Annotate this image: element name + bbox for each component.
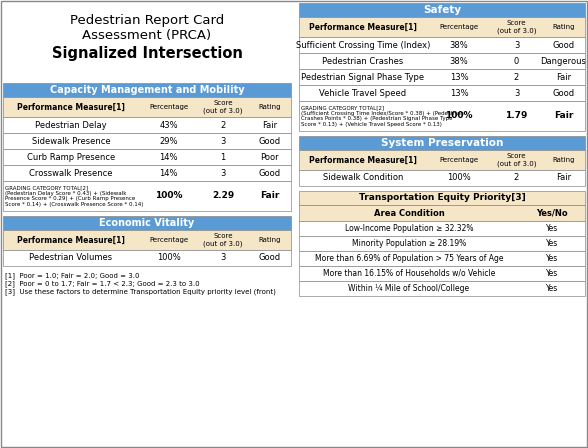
Text: Economic Vitality: Economic Vitality bbox=[99, 218, 195, 228]
Text: Good: Good bbox=[259, 168, 280, 177]
Text: 2.29: 2.29 bbox=[212, 191, 234, 201]
Text: Yes: Yes bbox=[546, 239, 558, 248]
Bar bbox=[299, 17, 585, 37]
Text: Percentage: Percentage bbox=[439, 157, 479, 163]
Text: Good: Good bbox=[553, 40, 574, 49]
Bar bbox=[299, 101, 585, 131]
Text: Yes: Yes bbox=[546, 224, 558, 233]
Text: 3: 3 bbox=[514, 40, 519, 49]
Text: Rating: Rating bbox=[258, 237, 280, 243]
Bar bbox=[299, 3, 585, 17]
Text: Yes: Yes bbox=[546, 284, 558, 293]
Text: Yes: Yes bbox=[546, 269, 558, 278]
Text: 3: 3 bbox=[220, 137, 226, 146]
Text: Vehicle Travel Speed: Vehicle Travel Speed bbox=[319, 89, 406, 98]
Text: 1: 1 bbox=[220, 152, 226, 161]
Text: Score
(out of 3.0): Score (out of 3.0) bbox=[203, 100, 243, 114]
Text: 3: 3 bbox=[220, 254, 226, 263]
Text: 2: 2 bbox=[514, 173, 519, 182]
Bar bbox=[299, 37, 585, 53]
Bar bbox=[299, 221, 585, 236]
Text: Rating: Rating bbox=[258, 104, 280, 110]
Bar bbox=[299, 251, 585, 266]
Bar bbox=[299, 205, 585, 221]
Text: Area Condition: Area Condition bbox=[373, 208, 445, 217]
Bar bbox=[3, 181, 291, 211]
Text: 3: 3 bbox=[514, 89, 519, 98]
Bar bbox=[3, 216, 291, 230]
Bar bbox=[299, 266, 585, 281]
Text: Fair: Fair bbox=[554, 112, 573, 121]
Text: 14%: 14% bbox=[159, 152, 178, 161]
Bar bbox=[299, 136, 585, 150]
Bar bbox=[299, 53, 585, 69]
Text: 13%: 13% bbox=[450, 89, 468, 98]
Text: Sidewalk Presence: Sidewalk Presence bbox=[32, 137, 111, 146]
Text: More than 6.69% of Population > 75 Years of Age: More than 6.69% of Population > 75 Years… bbox=[315, 254, 503, 263]
Text: Score
(out of 3.0): Score (out of 3.0) bbox=[497, 20, 536, 34]
Text: Curb Ramp Presence: Curb Ramp Presence bbox=[27, 152, 115, 161]
Text: 100%: 100% bbox=[445, 112, 473, 121]
Text: Good: Good bbox=[259, 254, 280, 263]
Text: 43%: 43% bbox=[159, 121, 178, 129]
Bar bbox=[3, 117, 291, 133]
Text: Performance Measure[1]: Performance Measure[1] bbox=[17, 103, 125, 112]
Text: 29%: 29% bbox=[159, 137, 178, 146]
Text: Sidewalk Condition: Sidewalk Condition bbox=[323, 173, 403, 182]
Text: 100%: 100% bbox=[447, 173, 471, 182]
Text: 2: 2 bbox=[514, 73, 519, 82]
Text: Performance Measure[1]: Performance Measure[1] bbox=[17, 236, 125, 245]
Bar bbox=[3, 250, 291, 266]
Text: Fair: Fair bbox=[262, 121, 277, 129]
Text: Percentage: Percentage bbox=[149, 237, 188, 243]
Text: 38%: 38% bbox=[450, 40, 469, 49]
Text: 1.79: 1.79 bbox=[505, 112, 527, 121]
Text: 0: 0 bbox=[514, 56, 519, 65]
Text: [3]  Use these factors to determine Transportation Equity priority level (front): [3] Use these factors to determine Trans… bbox=[5, 288, 276, 295]
Text: Yes: Yes bbox=[546, 254, 558, 263]
Bar bbox=[3, 165, 291, 181]
Bar bbox=[3, 97, 291, 117]
Text: GRADING CATEGORY TOTAL[2]
(Sufficient Crossing Time Index/Score * 0.38) + (Pedes: GRADING CATEGORY TOTAL[2] (Sufficient Cr… bbox=[301, 105, 464, 127]
Text: Sufficient Crossing Time (Index): Sufficient Crossing Time (Index) bbox=[296, 40, 430, 49]
Text: Score
(out of 3.0): Score (out of 3.0) bbox=[497, 153, 536, 167]
Text: Fair: Fair bbox=[556, 73, 571, 82]
Bar bbox=[299, 85, 585, 101]
Text: [2]  Poor = 0 to 1.7; Fair = 1.7 < 2.3; Good = 2.3 to 3.0: [2] Poor = 0 to 1.7; Fair = 1.7 < 2.3; G… bbox=[5, 280, 199, 287]
Text: Dangerous: Dangerous bbox=[540, 56, 586, 65]
Bar bbox=[299, 281, 585, 296]
Text: 38%: 38% bbox=[450, 56, 469, 65]
Text: Signalized Intersection: Signalized Intersection bbox=[52, 46, 242, 61]
Text: Percentage: Percentage bbox=[149, 104, 188, 110]
Bar bbox=[299, 236, 585, 251]
Bar bbox=[299, 69, 585, 85]
Text: Fair: Fair bbox=[260, 191, 279, 201]
Text: Minority Population ≥ 28.19%: Minority Population ≥ 28.19% bbox=[352, 239, 466, 248]
Text: Pedestrian Volumes: Pedestrian Volumes bbox=[29, 254, 112, 263]
Text: Pedestrian Report Card
Assessment (PRCA): Pedestrian Report Card Assessment (PRCA) bbox=[70, 14, 224, 42]
Text: Crosswalk Presence: Crosswalk Presence bbox=[29, 168, 113, 177]
Text: Score
(out of 3.0): Score (out of 3.0) bbox=[203, 233, 243, 247]
Text: More than 16.15% of Households w/o Vehicle: More than 16.15% of Households w/o Vehic… bbox=[323, 269, 495, 278]
Text: System Preservation: System Preservation bbox=[381, 138, 503, 148]
Bar bbox=[299, 150, 585, 170]
Text: Yes/No: Yes/No bbox=[536, 208, 568, 217]
Bar bbox=[299, 191, 585, 205]
Bar bbox=[3, 83, 291, 97]
Text: Rating: Rating bbox=[552, 157, 574, 163]
Text: Within ¼ Mile of School/College: Within ¼ Mile of School/College bbox=[349, 284, 470, 293]
Text: Pedestrian Signal Phase Type: Pedestrian Signal Phase Type bbox=[302, 73, 425, 82]
Text: 2: 2 bbox=[220, 121, 226, 129]
Text: Rating: Rating bbox=[552, 24, 574, 30]
Bar bbox=[3, 133, 291, 149]
Text: 14%: 14% bbox=[159, 168, 178, 177]
Text: GRADING CATEGORY TOTAL[2]
(Pedestrian Delay Score * 0.43) + (Sidewalk
Presence S: GRADING CATEGORY TOTAL[2] (Pedestrian De… bbox=[5, 185, 143, 207]
Text: Performance Measure[1]: Performance Measure[1] bbox=[309, 22, 417, 31]
Text: 13%: 13% bbox=[450, 73, 468, 82]
Text: Fair: Fair bbox=[556, 173, 571, 182]
Text: Transportation Equity Priority[3]: Transportation Equity Priority[3] bbox=[359, 194, 525, 202]
Text: Pedestrian Delay: Pedestrian Delay bbox=[35, 121, 107, 129]
Text: Capacity Management and Mobility: Capacity Management and Mobility bbox=[50, 85, 244, 95]
Text: 100%: 100% bbox=[155, 191, 182, 201]
Bar bbox=[3, 230, 291, 250]
